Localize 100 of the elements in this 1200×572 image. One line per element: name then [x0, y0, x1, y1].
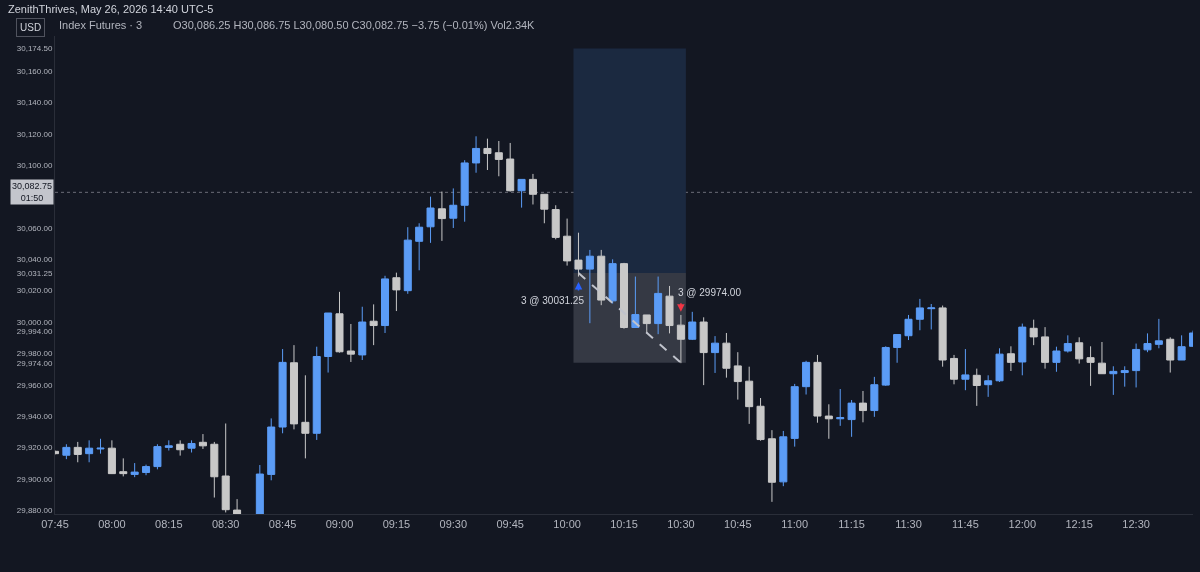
- candlestick: [881, 345, 890, 387]
- x-tick-label: 08:00: [98, 518, 126, 531]
- candlestick: [517, 178, 526, 209]
- candlestick: [62, 443, 71, 460]
- y-tick-label: 29,920.00: [16, 443, 53, 453]
- candlestick: [278, 348, 287, 434]
- y-tick-label: 30,160.00: [16, 67, 53, 77]
- candlestick: [1052, 346, 1061, 373]
- candlestick: [950, 354, 959, 385]
- candlestick: [847, 399, 856, 438]
- x-tick-label: 08:30: [211, 518, 240, 531]
- candlestick: [381, 275, 390, 334]
- candlestick: [472, 135, 481, 174]
- candlestick: [187, 439, 196, 453]
- candlestick: [665, 285, 674, 334]
- candlestick: [142, 464, 151, 476]
- x-tick-label: 11:15: [838, 518, 865, 531]
- candlestick: [437, 191, 446, 242]
- candlestick: [858, 390, 867, 423]
- candlestick: [233, 498, 242, 514]
- candlestick: [460, 159, 469, 223]
- candlestick: [893, 334, 902, 364]
- candlestick: [483, 138, 492, 171]
- candlestick: [267, 417, 276, 481]
- candlestick: [358, 306, 367, 361]
- candlestick: [346, 323, 355, 363]
- candlestick: [722, 332, 731, 379]
- candlestick: [494, 140, 503, 177]
- y-tick-label: 29,974.00: [16, 358, 53, 368]
- candlestick: [1029, 319, 1038, 346]
- candlestick: [711, 335, 720, 374]
- candlestick: [1063, 334, 1072, 354]
- x-tick-label: 11:30: [895, 518, 922, 531]
- candlestick: [767, 429, 776, 503]
- x-tick-label: 10:45: [724, 518, 752, 531]
- y-tick-label: 30,040.00: [16, 255, 53, 265]
- y-tick-label: 29,900.00: [16, 474, 53, 484]
- candlestick: [130, 462, 139, 478]
- candlestick: [221, 422, 230, 513]
- candlestick: [1006, 345, 1015, 372]
- y-tick-label: 30,120.00: [16, 129, 53, 139]
- candlestick: [551, 204, 560, 240]
- y-tick-label: 30,031.25: [16, 268, 53, 278]
- candlestick: [96, 438, 105, 455]
- candlestick: [210, 441, 219, 499]
- candlestick: [1018, 323, 1027, 376]
- candlestick: [927, 303, 936, 330]
- candlestick: [301, 374, 310, 459]
- y-tick-label: 30,000.00: [16, 317, 53, 327]
- candlestick: [426, 196, 435, 244]
- text: ZenithThrives, May 26, 2026 14:40 UTC-5: [8, 3, 214, 15]
- y-tick-label: 29,940.00: [16, 411, 53, 421]
- candlestick: [642, 314, 651, 334]
- candlestick: [984, 374, 993, 398]
- text: USD: [20, 22, 42, 33]
- y-tick-label: 30,060.00: [16, 223, 53, 233]
- y-tick-label: 30,100.00: [16, 161, 53, 171]
- candlestick: [1097, 341, 1106, 375]
- chart-title: Index Futures · 3: [59, 19, 143, 31]
- candlestick: [324, 312, 333, 374]
- y-tick-label: 30,140.00: [16, 98, 53, 108]
- candlestick: [176, 439, 185, 457]
- candlestick: [415, 222, 424, 271]
- candlestick: [403, 226, 412, 295]
- annotation: 3 @ 29974.00: [678, 287, 742, 298]
- y-tick-label: 30,020.00: [16, 286, 53, 296]
- y-tick-label: 29,960.00: [16, 380, 53, 390]
- candlestick: [1166, 336, 1175, 374]
- x-tick-label: 10:00: [553, 518, 581, 531]
- candlestick: [779, 430, 788, 487]
- candlestick: [688, 311, 697, 341]
- x-tick-label: 12:15: [1065, 518, 1093, 531]
- candlestick: [335, 291, 344, 354]
- x-tick-label: 09:30: [439, 518, 468, 531]
- candlestick: [506, 142, 515, 193]
- candlestick: [1041, 326, 1050, 370]
- candlestick: [995, 347, 1004, 383]
- candlestick: [904, 314, 913, 341]
- candlestick: [654, 276, 663, 335]
- x-tick-label: 10:30: [667, 518, 695, 531]
- candlestick: [802, 360, 811, 395]
- x-tick-label: 09:45: [496, 518, 524, 531]
- candlestick: [1132, 343, 1141, 388]
- candlestick: [824, 403, 833, 440]
- candlestick: [312, 346, 321, 441]
- candlestick: [699, 316, 708, 386]
- x-tick-label: 09:00: [325, 518, 354, 531]
- candlestick: [153, 443, 162, 470]
- candlestick: [528, 173, 537, 205]
- candlestick: [756, 397, 765, 442]
- candlestick: [1177, 334, 1186, 361]
- candlestick: [563, 218, 572, 267]
- candlestick: [1086, 345, 1095, 387]
- candlestick: [745, 366, 754, 425]
- x-tick-label: 08:45: [268, 518, 297, 531]
- candlestick: [85, 439, 94, 463]
- candlestick: [938, 305, 947, 368]
- x-tick-label: 10:15: [610, 518, 638, 531]
- x-tick-label: 09:15: [382, 518, 411, 531]
- annotation: 3 @ 30031.25: [521, 295, 585, 306]
